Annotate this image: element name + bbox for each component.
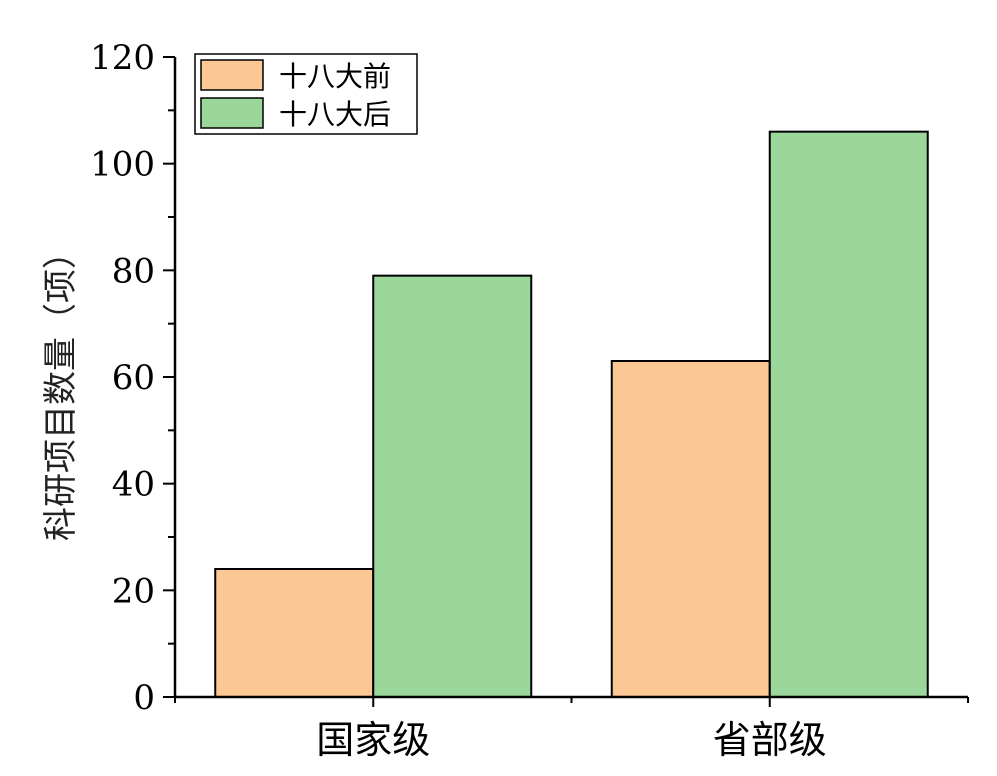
bars-group xyxy=(214,130,929,698)
y-axis-label: 科研项目数量（项） xyxy=(41,235,81,541)
bar-after-0 xyxy=(372,274,533,698)
y-tick-label: 40 xyxy=(112,465,155,505)
y-tick-label: 20 xyxy=(112,571,155,611)
y-tick-label: 80 xyxy=(112,251,155,291)
bar-after-1 xyxy=(768,130,929,698)
legend-swatch xyxy=(200,97,264,129)
x-tick-label: 省部级 xyxy=(713,718,827,762)
y-tick-label: 0 xyxy=(133,678,155,718)
bar-before-0 xyxy=(214,568,375,698)
bar-before-1 xyxy=(610,360,771,698)
y-tick-label: 60 xyxy=(112,358,155,398)
legend-swatch xyxy=(200,59,264,91)
axes-group: 国家级 省部级 0 20 40 60 80 100 120 xyxy=(90,38,969,762)
y-tick-label: 120 xyxy=(90,38,155,78)
legend-label: 十八大后 xyxy=(279,98,391,131)
y-tick-label: 100 xyxy=(90,145,155,185)
legend-label: 十八大前 xyxy=(279,60,391,93)
x-tick-label: 国家级 xyxy=(316,718,430,762)
